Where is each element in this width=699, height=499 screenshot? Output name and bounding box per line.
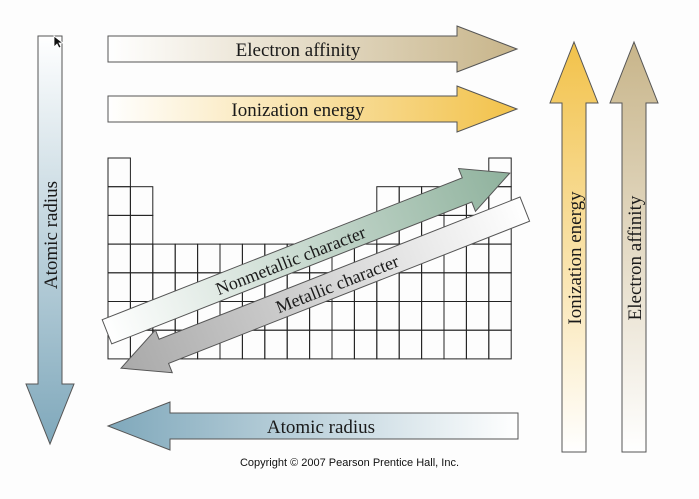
- nonmetallic-character-arrow: Nonmetallic character: [101, 167, 511, 345]
- element-cell: [197, 243, 221, 274]
- element-cell: [353, 301, 378, 331]
- electron-affinity-label-vertical: Electron affinity: [625, 195, 646, 320]
- element-cell: [107, 243, 131, 274]
- atomic-radius-arrow-vertical: [25, 35, 75, 446]
- element-cell: [488, 301, 512, 331]
- ionization-energy-arrow-vertical: [549, 40, 599, 453]
- element-cell: [152, 243, 176, 274]
- electron-affinity-label-horizontal: Electron affinity: [236, 40, 361, 61]
- element-cell: [465, 329, 490, 360]
- element-cell: [443, 301, 467, 331]
- mouse-cursor-icon: [53, 35, 65, 49]
- electron-affinity-arrow-horizontal: [107, 25, 519, 73]
- atomic-radius-label-vertical: Atomic radius: [41, 181, 62, 289]
- element-cell: [488, 243, 512, 274]
- element-cell: [421, 301, 445, 331]
- element-cell: [286, 329, 311, 360]
- element-cell: [107, 272, 131, 302]
- element-cell: [398, 329, 423, 360]
- ionization-energy-label-vertical: Ionization energy: [565, 191, 586, 325]
- element-cell: [488, 272, 512, 302]
- electron-affinity-arrow-vertical: [609, 40, 659, 453]
- element-cell: [331, 329, 355, 360]
- element-cell: [421, 329, 445, 360]
- element-cell: [174, 243, 199, 274]
- atomic-radius-arrow-horizontal: [106, 401, 519, 451]
- element-cell: [443, 329, 467, 360]
- element-cell: [107, 214, 131, 245]
- element-cell: [398, 272, 423, 302]
- element-cell: [129, 272, 154, 302]
- element-cell: [331, 301, 355, 331]
- element-cell: [488, 329, 512, 360]
- copyright-notice: Copyright © 2007 Pearson Prentice Hall, …: [239, 457, 460, 469]
- element-cell: [398, 301, 423, 331]
- element-cell: [465, 243, 490, 274]
- element-cell: [465, 272, 490, 302]
- element-cell: [421, 272, 445, 302]
- element-cell: [129, 214, 154, 245]
- element-cell: [443, 272, 467, 302]
- element-cell: [264, 329, 288, 360]
- element-cell: [107, 186, 131, 216]
- element-cell: [376, 301, 400, 331]
- ionization-energy-arrow-horizontal: [107, 85, 519, 133]
- element-cell: [465, 301, 490, 331]
- atomic-radius-label-horizontal: Atomic radius: [267, 417, 375, 438]
- element-cell: [241, 329, 266, 360]
- ionization-energy-label-horizontal: Ionization energy: [231, 100, 365, 121]
- element-cell: [376, 329, 400, 360]
- element-cell: [309, 329, 333, 360]
- element-cell: [129, 243, 154, 274]
- element-cell: [107, 157, 131, 188]
- element-cell: [129, 186, 154, 216]
- element-cell: [353, 329, 378, 360]
